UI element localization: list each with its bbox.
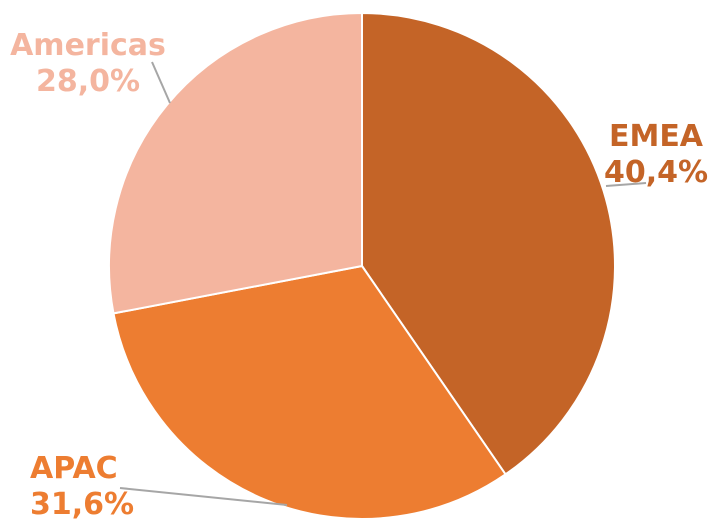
leader-line-emea <box>605 182 647 187</box>
data-label-category-americas: Americas <box>10 28 166 63</box>
pie-slices <box>108 11 616 520</box>
data-label-category-emea: EMEA <box>609 119 704 154</box>
data-label-value-emea: 40,4% <box>604 155 708 190</box>
pie-slice-apac <box>112 264 507 520</box>
data-label-value-americas: 28,0% <box>36 64 140 99</box>
leader-line-apac <box>119 487 288 506</box>
pie-slice-emea <box>361 11 616 476</box>
data-label-category-apac: APAC <box>30 451 118 486</box>
data-label-value-apac: 31,6% <box>30 487 134 521</box>
leader-line-americas <box>151 61 171 104</box>
pie-slice-americas <box>108 11 363 315</box>
leader-lines <box>119 61 647 506</box>
